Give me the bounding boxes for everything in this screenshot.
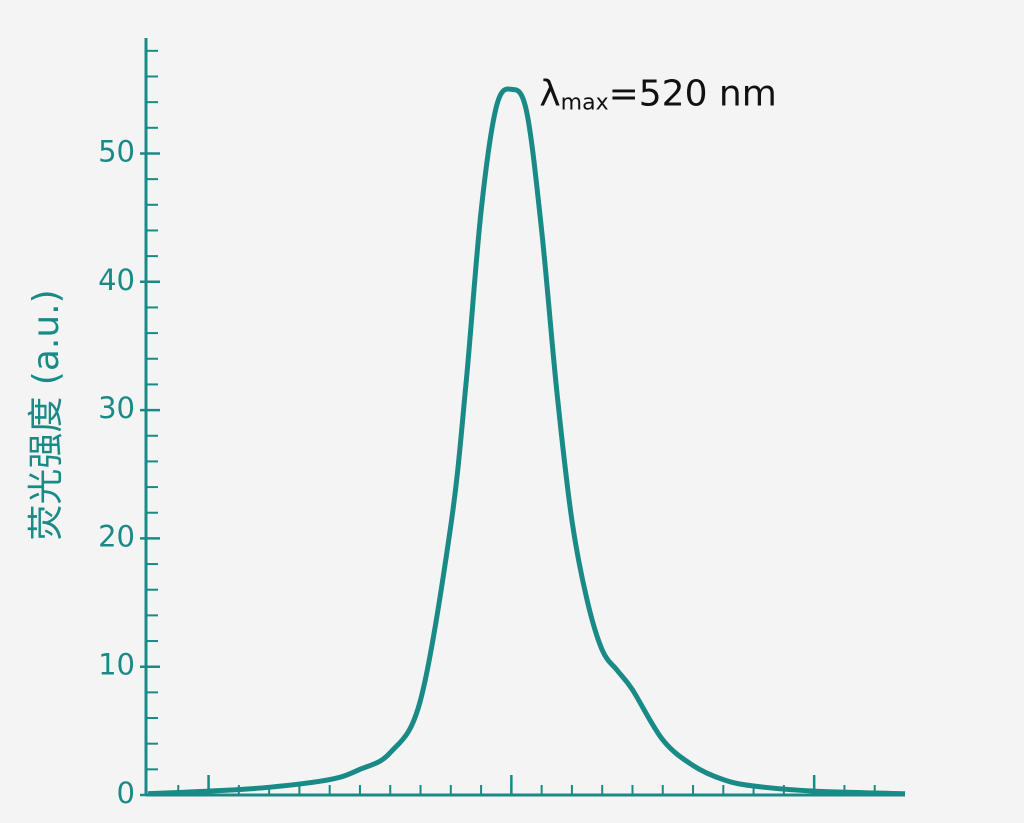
y-tick-label: 10 bbox=[98, 648, 135, 682]
y-tick-label: 0 bbox=[117, 776, 135, 810]
y-tick-label: 50 bbox=[98, 134, 135, 168]
y-tick-label: 20 bbox=[98, 519, 135, 553]
annotation-subscript: max bbox=[561, 90, 609, 115]
annotation-text: =520 nm bbox=[609, 73, 777, 114]
annotation-symbol: λ bbox=[539, 73, 560, 114]
annotation: λmax=520 nm bbox=[539, 73, 776, 115]
spectrum-line bbox=[147, 86, 906, 797]
y-axis-label: 荧光强度 (a.u.) bbox=[26, 289, 67, 540]
y-tick-label: 40 bbox=[98, 263, 135, 297]
y-tick-label: 30 bbox=[98, 391, 135, 425]
